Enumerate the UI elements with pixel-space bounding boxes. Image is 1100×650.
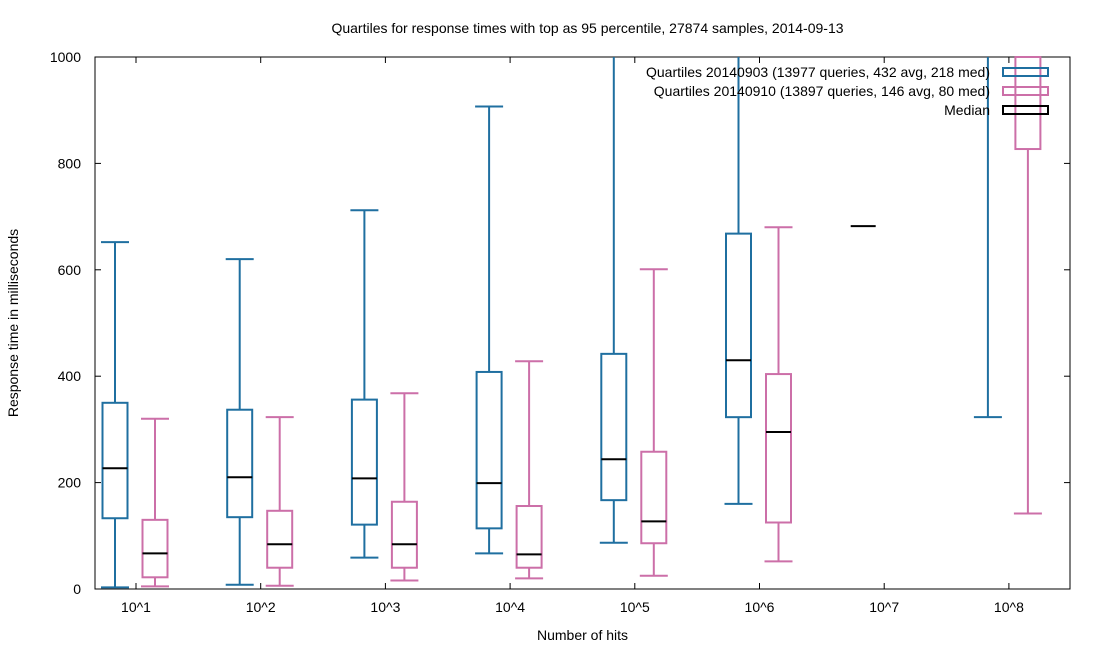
- x-tick-label: 10^7: [869, 599, 899, 615]
- x-tick-label: 10^6: [745, 599, 775, 615]
- y-tick-label: 200: [58, 475, 82, 491]
- y-tick-label: 1000: [50, 49, 81, 65]
- y-axis-label: Response time in milliseconds: [5, 229, 21, 417]
- quartile-box: [600, 352, 628, 502]
- y-tick-label: 800: [58, 155, 82, 171]
- quartile-box: [515, 505, 543, 569]
- x-tick-label: 10^1: [121, 599, 151, 615]
- quartile-box: [101, 401, 129, 520]
- x-tick-label: 10^3: [370, 599, 400, 615]
- quartile-box: [226, 408, 254, 519]
- quartile-box: [640, 450, 668, 545]
- legend-swatch: [1002, 67, 1049, 77]
- legend-label: Quartiles 20140903 (13977 queries, 432 a…: [646, 64, 990, 80]
- quartile-box: [350, 398, 378, 526]
- quartile-box: [266, 509, 294, 569]
- x-axis-label: Number of hits: [537, 627, 628, 643]
- quartile-box: [1014, 56, 1042, 151]
- y-tick-label: 0: [73, 581, 81, 597]
- x-tick-label: 10^4: [495, 599, 525, 615]
- x-tick-label: 10^5: [620, 599, 650, 615]
- y-tick-label: 600: [58, 262, 82, 278]
- y-tick-label: 400: [58, 368, 82, 384]
- plot-frame: [94, 56, 1071, 590]
- x-tick-label: 10^8: [994, 599, 1024, 615]
- legend-swatch: [1002, 105, 1049, 115]
- quartile-box: [475, 370, 503, 530]
- legend-swatch: [1002, 86, 1049, 96]
- quartile-box: [765, 373, 792, 524]
- quartile-box: [390, 500, 418, 569]
- quartile-box: [141, 518, 169, 579]
- x-tick-label: 10^2: [246, 599, 276, 615]
- chart-title: Quartiles for response times with top as…: [331, 20, 843, 36]
- quartile-box: [725, 232, 752, 419]
- legend-label: Quartiles 20140910 (13897 queries, 146 a…: [654, 83, 990, 99]
- legend-label: Median: [944, 102, 990, 118]
